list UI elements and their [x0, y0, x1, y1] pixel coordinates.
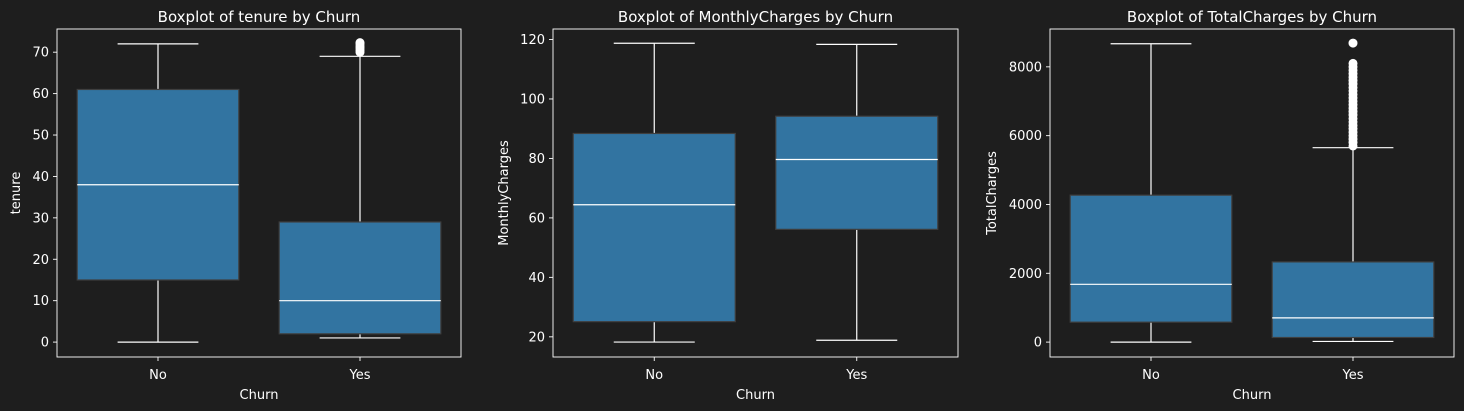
- plot-frame: [56, 28, 462, 358]
- chart-title: Boxplot of tenure by Churn: [158, 8, 361, 26]
- subplot-1: 0 10 20 30 40 50 60 70 No Yes Boxplot of tenure by…: [9, 8, 462, 403]
- y-tick-label: 30: [32, 211, 49, 226]
- y-tick-label: 50: [32, 129, 49, 144]
- x-axis-label: Churn: [1233, 388, 1272, 403]
- y-tick-label: 40: [528, 271, 545, 286]
- box-yes: [278, 38, 442, 339]
- box-no: [1069, 43, 1233, 343]
- y-axis-label: TotalCharges: [985, 151, 1000, 236]
- plot-frame: [552, 28, 959, 358]
- y-axis-label: tenure: [9, 172, 24, 215]
- y-axis-label: MonthlyCharges: [497, 140, 512, 246]
- y-tick-label: 8000: [1009, 60, 1042, 75]
- plot-frame: [1049, 28, 1455, 358]
- y-tick-label: 40: [32, 170, 49, 185]
- x-tick-label: Yes: [845, 368, 867, 383]
- y-tick-label: 6000: [1009, 129, 1042, 144]
- x-tick-label: No: [149, 368, 167, 383]
- y-tick-label: 100: [520, 92, 545, 107]
- iqr-box: [775, 115, 939, 230]
- iqr-box: [572, 132, 736, 323]
- y-tick-label: 0: [1034, 336, 1042, 351]
- box-yes: [775, 43, 939, 341]
- iqr-box: [278, 221, 442, 335]
- chart-title: Boxplot of MonthlyCharges by Churn: [618, 8, 893, 26]
- y-tick-label: 80: [528, 152, 545, 167]
- y-tick-label: 20: [32, 253, 49, 268]
- subplot-2: 20 40 60 80 100 120 No Yes Boxplot of MonthlyCha…: [497, 8, 959, 403]
- x-tick-label: No: [645, 368, 663, 383]
- outlier-point: [1348, 58, 1358, 68]
- box-no: [572, 42, 736, 343]
- outlier-point: [355, 38, 365, 48]
- iqr-box: [1271, 261, 1435, 339]
- chart-title: Boxplot of TotalCharges by Churn: [1127, 8, 1377, 26]
- box-no: [76, 43, 240, 343]
- y-tick-label: 4000: [1009, 198, 1042, 213]
- box-yes: [1271, 38, 1435, 343]
- x-tick-label: No: [1142, 368, 1160, 383]
- subplot-3: 0 2000 4000 6000 8000 No Yes Boxplot of TotalCh…: [985, 8, 1455, 403]
- outlier-point: [1348, 38, 1358, 48]
- x-tick-label: Yes: [349, 368, 371, 383]
- x-axis-label: Churn: [736, 388, 775, 403]
- x-axis-label: Churn: [240, 388, 279, 403]
- y-tick-label: 2000: [1009, 267, 1042, 282]
- y-tick-label: 0: [41, 336, 49, 351]
- y-tick-label: 10: [32, 294, 49, 309]
- y-tick-label: 70: [32, 46, 49, 61]
- y-tick-label: 120: [520, 33, 545, 48]
- iqr-box: [1069, 194, 1233, 323]
- x-tick-label: Yes: [1342, 368, 1364, 383]
- y-tick-label: 60: [528, 211, 545, 226]
- y-tick-label: 20: [528, 330, 545, 345]
- y-tick-label: 60: [32, 87, 49, 102]
